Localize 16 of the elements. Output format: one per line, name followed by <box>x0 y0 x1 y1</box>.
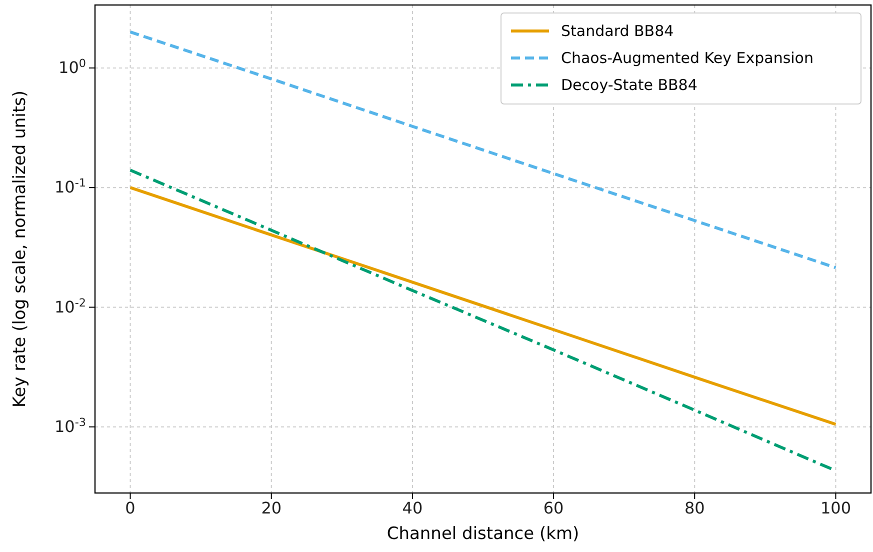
line-series <box>128 186 838 426</box>
x-tick-label: 60 <box>543 498 564 518</box>
x-tick-label: 20 <box>261 498 282 518</box>
y-tick-label: 10$^{-3}$ <box>54 415 86 436</box>
x-tick-label: 0 <box>125 498 136 518</box>
x-tick-label: 40 <box>402 498 423 518</box>
y-tick-label: 10$^{0}$ <box>58 56 86 78</box>
x-tick-label: 80 <box>684 498 705 518</box>
legend-label: Chaos-Augmented Key Expansion <box>561 49 814 67</box>
x-axis-title: Channel distance (km) <box>386 524 580 544</box>
y-tick-label: 10$^{-2}$ <box>54 296 86 316</box>
x-tick-label: 100 <box>820 498 851 518</box>
legend-label: Standard BB84 <box>561 22 674 40</box>
y-axis-title: Key rate (log scale, normalized units) <box>10 90 30 408</box>
y-tick-label: 10$^{-1}$ <box>54 176 86 197</box>
legend-label: Decoy-State BB84 <box>561 76 698 94</box>
